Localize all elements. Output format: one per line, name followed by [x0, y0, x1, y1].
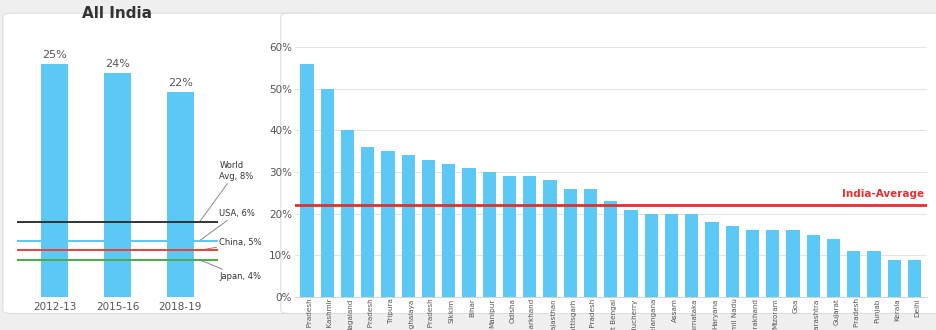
Bar	[725, 226, 739, 297]
Bar	[645, 214, 658, 297]
Bar	[168, 92, 194, 297]
Bar	[604, 201, 618, 297]
Bar	[786, 230, 799, 297]
Bar	[341, 130, 354, 297]
Title: All India: All India	[82, 6, 153, 21]
Bar	[381, 151, 395, 297]
Text: 24%: 24%	[105, 59, 130, 69]
Text: 22%: 22%	[168, 78, 193, 88]
Text: USA, 6%: USA, 6%	[199, 209, 256, 241]
Text: Japan, 4%: Japan, 4%	[199, 260, 261, 281]
Bar	[746, 230, 759, 297]
Bar	[422, 160, 435, 297]
Bar	[908, 259, 921, 297]
Bar	[767, 230, 780, 297]
Bar	[665, 214, 678, 297]
Bar	[321, 89, 334, 297]
Bar	[523, 176, 536, 297]
Bar	[563, 189, 577, 297]
Bar	[300, 64, 314, 297]
Bar	[41, 64, 67, 297]
Bar	[826, 239, 841, 297]
Bar	[503, 176, 516, 297]
Bar	[104, 73, 131, 297]
Bar	[807, 235, 820, 297]
Bar	[462, 168, 475, 297]
Text: 25%: 25%	[42, 50, 67, 60]
Bar	[442, 164, 455, 297]
Bar	[402, 155, 415, 297]
Bar	[887, 259, 900, 297]
Bar	[544, 181, 557, 297]
Bar	[868, 251, 881, 297]
Bar	[584, 189, 597, 297]
Bar	[361, 147, 374, 297]
Bar	[483, 172, 496, 297]
Bar	[624, 210, 637, 297]
Bar	[685, 214, 698, 297]
Text: World
Avg, 8%: World Avg, 8%	[199, 161, 254, 222]
Bar	[706, 222, 719, 297]
Bar	[847, 251, 860, 297]
Text: China, 5%: China, 5%	[199, 238, 262, 250]
Text: India-Average: India-Average	[842, 189, 925, 199]
